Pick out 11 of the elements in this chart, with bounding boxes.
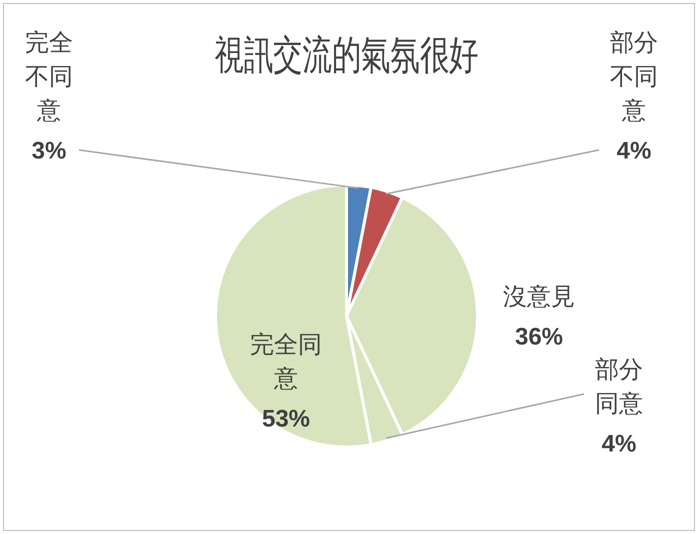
chart-title: 視訊交流的氣氛很好	[214, 32, 479, 79]
slice-label: 完全不同意	[25, 30, 73, 125]
data-label: 4%	[616, 138, 652, 165]
data-label: 4%	[602, 430, 636, 458]
slice-label: 沒意見	[503, 284, 575, 311]
data-label: 36%	[514, 324, 564, 351]
slice-label: 完全同意	[250, 332, 322, 393]
data-label: 53%	[262, 406, 310, 433]
slice-label: 部分不同意	[610, 30, 658, 125]
data-label: 3%	[32, 138, 66, 165]
slice-label: 部分同意	[595, 356, 643, 418]
